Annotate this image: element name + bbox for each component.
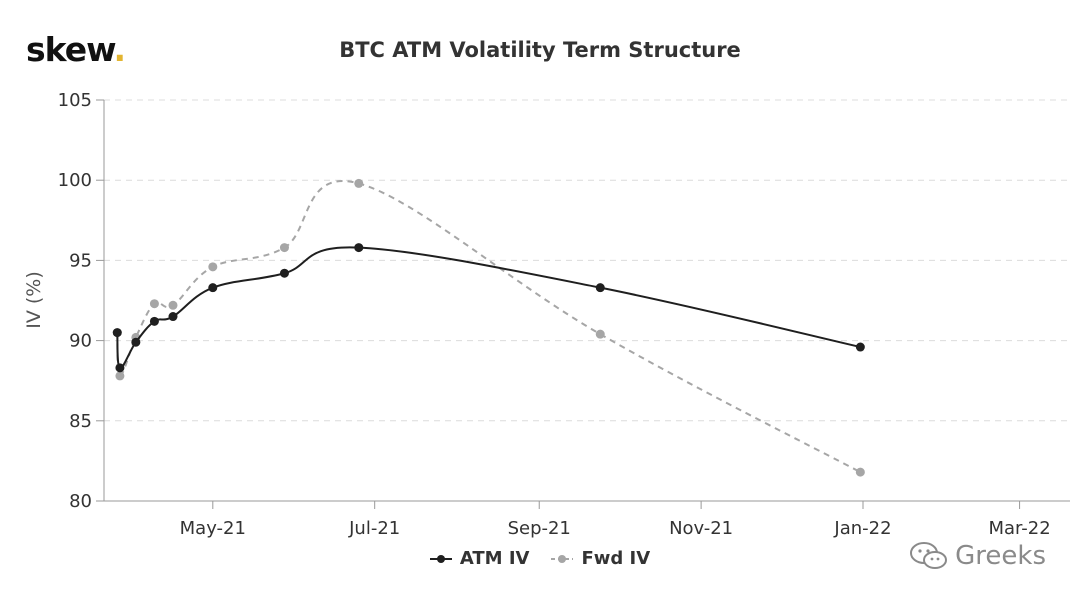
data-point-fwd-iv[interactable]	[208, 262, 218, 272]
chart-title: BTC ATM Volatility Term Structure	[339, 38, 741, 62]
data-point-atm-iv[interactable]	[595, 283, 605, 293]
legend-item-fwd-iv[interactable]: Fwd IV	[551, 548, 650, 569]
wechat-icon	[910, 542, 948, 569]
data-point-fwd-iv[interactable]	[115, 371, 125, 381]
x-tick-label: Sep-21	[508, 518, 571, 539]
grid-lines	[104, 99, 1070, 422]
y-ticks: 80 85 90 95 100 105	[58, 90, 104, 512]
y-tick-label: 100	[58, 170, 92, 191]
series-line-atm-iv	[116, 246, 861, 369]
x-tick-label: Mar-22	[988, 518, 1050, 539]
data-point-atm-iv[interactable]	[855, 342, 865, 352]
data-point-atm-iv[interactable]	[168, 312, 178, 322]
data-point-atm-iv[interactable]	[149, 316, 159, 326]
series-layer	[112, 178, 865, 477]
series-fwd-iv	[112, 178, 865, 477]
x-tick-label: May-21	[180, 518, 246, 539]
y-axis-label: IV (%)	[23, 271, 45, 329]
series-atm-iv	[112, 243, 865, 373]
legend-marker-fwd-iv	[551, 554, 574, 563]
data-point-fwd-iv[interactable]	[354, 178, 364, 188]
y-tick-label: 90	[69, 331, 92, 352]
data-point-fwd-iv[interactable]	[279, 243, 289, 253]
data-point-atm-iv[interactable]	[279, 268, 289, 278]
watermark-text: Greeks	[955, 541, 1046, 571]
y-tick-label: 80	[69, 491, 92, 512]
y-tick-label: 85	[69, 411, 92, 432]
data-point-fwd-iv[interactable]	[168, 300, 178, 310]
series-line-fwd-iv	[116, 180, 861, 474]
x-tick-label: Jul-21	[348, 518, 400, 539]
data-point-atm-iv[interactable]	[208, 283, 218, 293]
data-point-fwd-iv[interactable]	[149, 299, 159, 309]
x-ticks: May-21 Jul-21 Sep-21 Nov-21 Jan-22 Mar-22	[180, 501, 1051, 539]
legend-marker-atm-iv	[429, 554, 452, 563]
data-point-atm-iv[interactable]	[354, 243, 364, 253]
legend: ATM IV Fwd IV	[0, 548, 1080, 569]
y-tick-label: 105	[58, 90, 92, 111]
data-point-atm-iv[interactable]	[112, 328, 122, 338]
data-point-atm-iv[interactable]	[131, 337, 141, 347]
watermark: Greeks	[909, 540, 1046, 572]
x-tick-label: Jan-22	[833, 518, 891, 539]
data-point-fwd-iv[interactable]	[595, 329, 605, 339]
legend-item-atm-iv[interactable]: ATM IV	[429, 548, 530, 569]
data-point-atm-iv[interactable]	[115, 363, 125, 373]
data-point-fwd-iv[interactable]	[855, 467, 865, 477]
x-tick-label: Nov-21	[669, 518, 733, 539]
y-tick-label: 95	[69, 250, 92, 271]
legend-label-atm-iv: ATM IV	[459, 548, 530, 569]
axes	[103, 100, 1070, 502]
legend-label-fwd-iv: Fwd IV	[581, 548, 651, 569]
skew-logo: skew.	[26, 30, 126, 69]
